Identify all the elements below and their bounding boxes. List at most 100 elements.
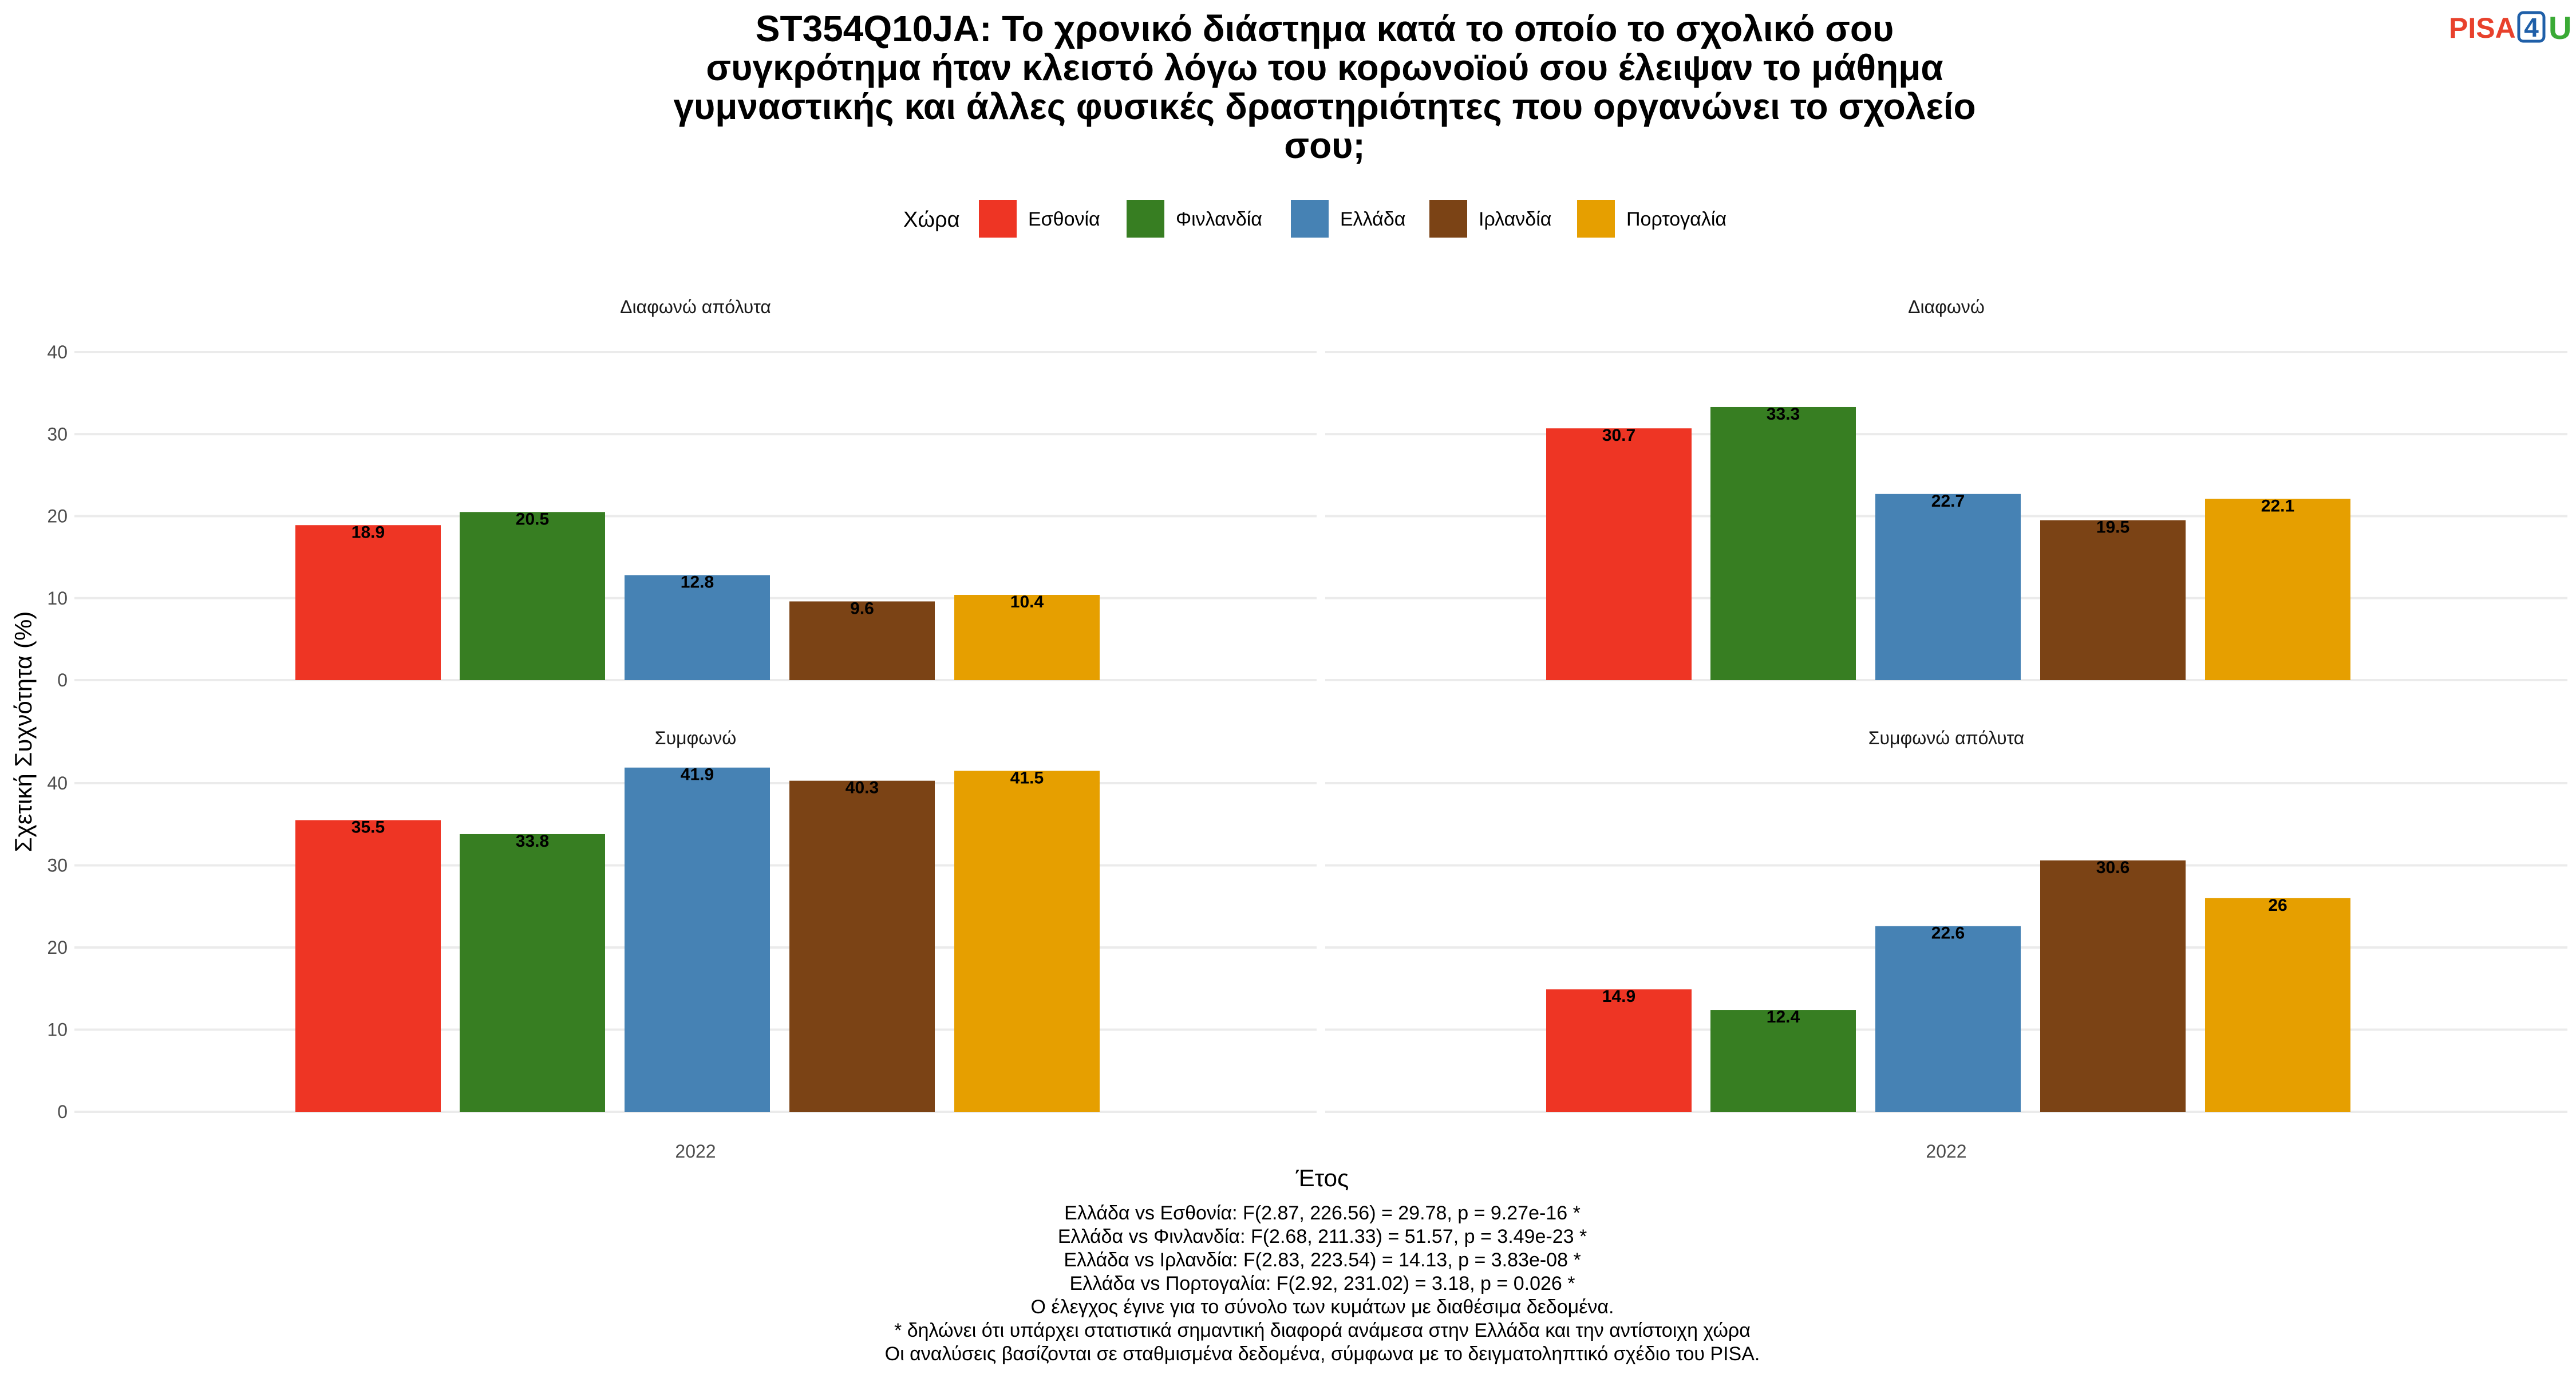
- bar: [295, 525, 441, 680]
- title-line: συγκρότημα ήταν κλειστό λόγω του κορωνοϊ…: [706, 47, 1943, 88]
- bar: [460, 834, 605, 1112]
- bar: [2205, 898, 2350, 1112]
- chart-title: ST354Q10JA: Το χρονικό διάστημα κατά το …: [673, 8, 1976, 166]
- facet-strip-label: Διαφωνώ απόλυτα: [620, 297, 771, 317]
- bar: [789, 601, 935, 680]
- y-tick-label: 30: [47, 424, 68, 444]
- legend-label: Εσθονία: [1028, 208, 1100, 230]
- bar: [1875, 493, 2021, 680]
- chart-footer-notes: Ελλάδα vs Εσθονία: F(2.87, 226.56) = 29.…: [885, 1202, 1760, 1365]
- title-line: σου;: [1284, 125, 1365, 166]
- y-tick-label: 30: [47, 855, 68, 876]
- bar-value-label: 41.9: [681, 765, 714, 784]
- legend-item: Φινλανδία: [1127, 200, 1262, 238]
- bar-value-label: 22.6: [1931, 924, 1965, 943]
- legend: Χώρα Εσθονία Φινλανδία Ελλάδα Ιρλανδία Πορτογ…: [903, 200, 1726, 238]
- legend-key: [1577, 200, 1615, 238]
- axis-titles: Έτος Σχετική Συχνότητα (%): [10, 611, 1349, 1191]
- bar-value-label: 18.9: [351, 523, 385, 542]
- legend-label: Πορτογαλία: [1626, 208, 1726, 230]
- legend-key: [979, 200, 1017, 238]
- bar: [1710, 1010, 1856, 1112]
- logo-u-text: U: [2549, 10, 2571, 46]
- legend-title: Χώρα: [903, 208, 960, 232]
- bar: [789, 780, 935, 1112]
- logo-four-text: 4: [2524, 13, 2539, 42]
- bar: [2040, 860, 2186, 1112]
- footer-note-line: Ελλάδα vs Εσθονία: F(2.87, 226.56) = 29.…: [1064, 1202, 1581, 1224]
- bar-value-label: 20.5: [516, 510, 549, 528]
- bar-value-label: 19.5: [2096, 518, 2129, 537]
- bar-value-label: 40.3: [846, 779, 879, 797]
- bar-value-label: 10.4: [1010, 593, 1044, 611]
- bar: [1710, 406, 1856, 680]
- legend-label: Ελλάδα: [1340, 208, 1405, 230]
- y-tick-label: 0: [57, 1101, 68, 1122]
- footer-note-line: Ελλάδα vs Ιρλανδία: F(2.83, 223.54) = 14…: [1064, 1249, 1581, 1271]
- bar-value-label: 30.7: [1602, 426, 1635, 445]
- legend-key: [1429, 200, 1467, 238]
- legend-item: Ελλάδα: [1291, 200, 1405, 238]
- bar-value-label: 35.5: [351, 818, 385, 837]
- bar-value-label: 33.8: [516, 832, 549, 851]
- bar-value-label: 9.6: [850, 599, 874, 618]
- bar: [1546, 989, 1692, 1112]
- legend-item: Πορτογαλία: [1577, 200, 1726, 238]
- legend-item: Ιρλανδία: [1429, 200, 1551, 238]
- bar: [625, 575, 770, 680]
- y-axis-title: Σχετική Συχνότητα (%): [10, 611, 37, 852]
- y-tick-label: 10: [47, 588, 68, 609]
- logo-four-box: [2517, 11, 2546, 43]
- bar: [625, 767, 770, 1112]
- bar: [295, 820, 441, 1112]
- y-tick-label: 40: [47, 773, 68, 793]
- y-tick-label: 10: [47, 1020, 68, 1040]
- legend-item: Εσθονία: [979, 200, 1100, 238]
- bar-value-label: 30.6: [2096, 858, 2129, 877]
- x-tick-label: 2022: [1926, 1141, 1966, 1162]
- bar-value-label: 22.1: [2261, 496, 2294, 515]
- facet-panel: Συμφωνώ απόλυτα 14.9 12.4 22.6 30.6 26 2022: [1325, 728, 2567, 1162]
- chart-panels: Διαφωνώ απόλυτα 0 10 20 30 40 18.9 20.5 12.8 9.6 1…: [47, 297, 2567, 1162]
- footer-note-line: Ελλάδα vs Φινλανδία: F(2.68, 211.33) = 5…: [1058, 1226, 1587, 1247]
- title-line: ST354Q10JA: Το χρονικό διάστημα κατά το …: [756, 8, 1894, 49]
- footer-note-line: * δηλώνει ότι υπάρχει στατιστικά σημαντι…: [894, 1320, 1751, 1341]
- y-tick-label: 20: [47, 937, 68, 958]
- legend-key: [1291, 200, 1329, 238]
- footer-note-line: Ο έλεγχος έγινε για το σύνολο των κυμάτω…: [1031, 1296, 1614, 1318]
- pisa4u-logo: PISA 4 U: [2449, 10, 2571, 46]
- y-tick-label: 0: [57, 670, 68, 690]
- bar-value-label: 12.8: [681, 573, 714, 592]
- bar-value-label: 14.9: [1602, 987, 1635, 1006]
- bar: [1875, 926, 2021, 1112]
- bar: [2205, 499, 2350, 680]
- facet-panel: Συμφωνώ 0 10 20 30 40 35.5 33.8 41.9 40.3 41.5 2022: [47, 728, 1317, 1162]
- bar: [1546, 428, 1692, 680]
- y-tick-label: 40: [47, 342, 68, 362]
- x-tick-label: 2022: [675, 1141, 716, 1162]
- legend-label: Φινλανδία: [1176, 208, 1262, 230]
- bar-value-label: 12.4: [1767, 1008, 1800, 1026]
- facet-panel: Διαφωνώ 30.7 33.3 22.7 19.5 22.1: [1325, 297, 2567, 681]
- facet-strip-label: Συμφωνώ: [655, 728, 736, 748]
- bar-value-label: 26: [2268, 896, 2287, 915]
- facet-strip-label: Διαφωνώ: [1908, 297, 1985, 317]
- title-line: γυμναστικής και άλλες φυσικές δραστηριότ…: [673, 86, 1976, 127]
- logo-pisa-text: PISA: [2449, 12, 2516, 44]
- legend-label: Ιρλανδία: [1479, 208, 1551, 230]
- bar: [460, 512, 605, 680]
- footer-note-line: Οι αναλύσεις βασίζονται σε σταθμισμένα δ…: [885, 1343, 1760, 1365]
- bar: [954, 771, 1100, 1112]
- legend-key: [1127, 200, 1164, 238]
- x-axis-title: Έτος: [1295, 1164, 1349, 1191]
- bar: [954, 595, 1100, 680]
- facet-panel: Διαφωνώ απόλυτα 0 10 20 30 40 18.9 20.5 12.8 9.6 1…: [47, 297, 1317, 690]
- bar-value-label: 33.3: [1767, 405, 1800, 424]
- bar-value-label: 41.5: [1010, 768, 1044, 787]
- bar-value-label: 22.7: [1931, 492, 1965, 511]
- facet-strip-label: Συμφωνώ απόλυτα: [1868, 728, 2025, 748]
- y-tick-label: 20: [47, 506, 68, 527]
- footer-note-line: Ελλάδα vs Πορτογαλία: F(2.92, 231.02) = …: [1070, 1273, 1575, 1294]
- bar: [2040, 520, 2186, 680]
